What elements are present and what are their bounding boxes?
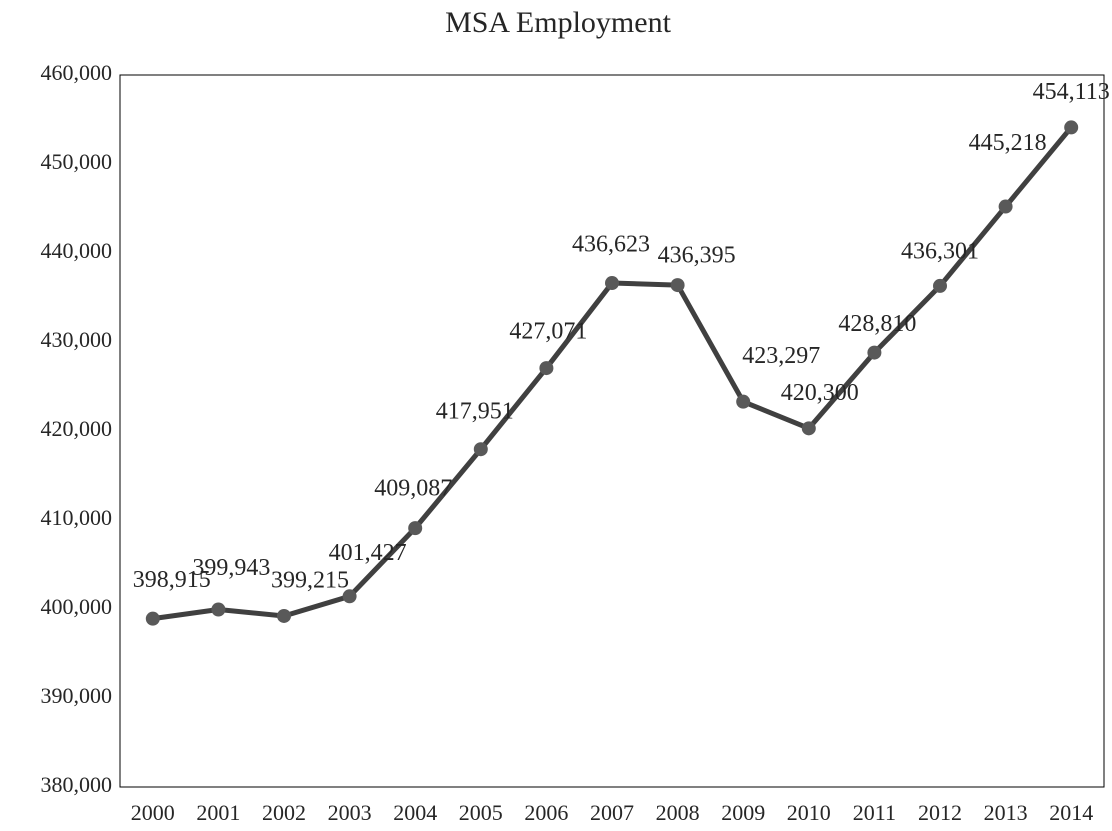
data-point (998, 199, 1013, 214)
y-tick-label: 400,000 (41, 594, 113, 619)
y-tick-label: 440,000 (41, 238, 113, 263)
data-label: 401,427 (329, 540, 407, 566)
data-point (211, 602, 226, 617)
data-point (145, 611, 160, 626)
data-point (539, 361, 554, 376)
data-point (605, 276, 619, 291)
data-point (736, 394, 751, 409)
data-point (473, 442, 488, 457)
x-tick-label: 2010 (787, 800, 831, 825)
data-point (408, 521, 423, 536)
x-tick-label: 2009 (721, 800, 765, 825)
data-label: 454,113 (1033, 79, 1110, 105)
data-label: 436,395 (658, 243, 736, 269)
y-tick-label: 460,000 (41, 60, 113, 85)
y-tick-label: 420,000 (41, 416, 113, 441)
y-tick-label: 390,000 (41, 683, 113, 708)
y-tick-label: 430,000 (41, 327, 113, 352)
y-tick-label: 380,000 (41, 772, 113, 797)
series-line (152, 125, 1074, 622)
x-tick-label: 2013 (984, 800, 1028, 825)
y-tick-label: 410,000 (41, 505, 113, 530)
chart-title: MSA Employment (445, 6, 672, 39)
x-tick-label: 2003 (328, 800, 372, 825)
data-point (933, 278, 947, 293)
x-tick-label: 2007 (590, 800, 634, 825)
x-tick-label: 2001 (196, 800, 240, 825)
data-label: 417,951 (436, 399, 514, 425)
y-tick-label: 450,000 (41, 149, 113, 174)
data-point (801, 421, 816, 436)
plot-frame (119, 74, 1105, 788)
data-label: 420,300 (781, 380, 859, 406)
x-tick-label: 2006 (524, 800, 568, 825)
x-tick-label: 2005 (459, 800, 503, 825)
data-label: 399,943 (192, 555, 270, 581)
data-label: 436,623 (572, 232, 650, 258)
data-label: 436,301 (901, 238, 979, 264)
data-label: 399,215 (271, 567, 349, 593)
x-tick-label: 2011 (853, 800, 896, 825)
x-tick-label: 2004 (393, 800, 437, 825)
x-tick-label: 2000 (131, 800, 175, 825)
data-point (342, 589, 357, 604)
x-tick-label: 2014 (1049, 800, 1093, 825)
data-point (670, 278, 685, 293)
data-label: 428,810 (838, 311, 916, 337)
x-tick-label: 2002 (262, 800, 306, 825)
x-tick-label: 2012 (918, 800, 962, 825)
data-label: 427,071 (509, 319, 587, 345)
x-tick-label: 2008 (656, 800, 700, 825)
data-point (867, 345, 882, 360)
data-label: 445,218 (969, 130, 1047, 156)
data-label: 398,915 (133, 567, 211, 593)
data-point (277, 608, 291, 623)
data-label: 409,087 (374, 476, 452, 502)
data-point (1064, 120, 1079, 135)
data-label: 423,297 (742, 343, 820, 369)
